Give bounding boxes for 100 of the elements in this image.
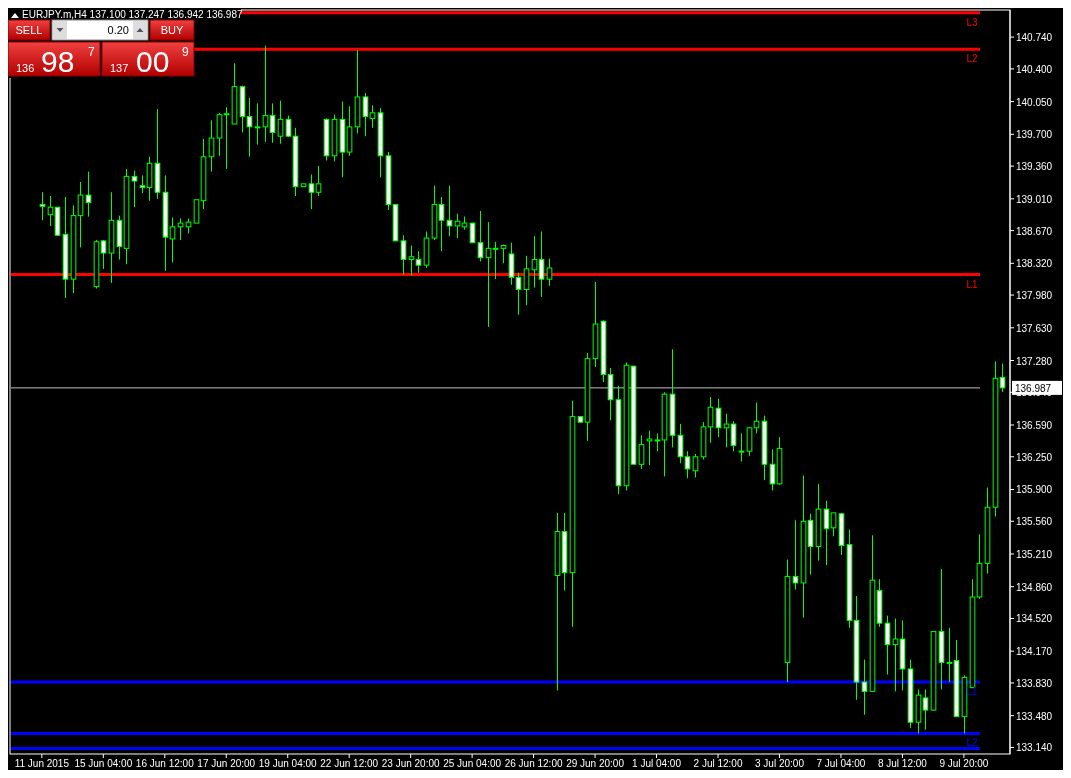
candlestick: [723, 413, 730, 448]
candlestick: [861, 659, 868, 716]
candlestick: [769, 448, 776, 491]
ref-line-label: L2: [966, 53, 978, 65]
candlestick: [39, 191, 46, 221]
ref-line-label: L1: [966, 686, 978, 698]
candlestick: [77, 181, 84, 248]
text: 136: [16, 62, 35, 74]
candlestick: [546, 258, 553, 287]
candlestick: [823, 500, 830, 566]
y-tick-label: 139.700: [1016, 129, 1053, 141]
x-tick-label: 29 Jun 20:00: [566, 758, 625, 769]
candlestick: [454, 213, 461, 239]
annotation: 9: [182, 45, 189, 59]
x-tick-label: 3 Jul 20:00: [755, 758, 805, 769]
y-tick-label: 134.860: [1016, 581, 1053, 593]
y-tick-label: 133.830: [1016, 677, 1053, 689]
x-tick-label: 1 Jul 04:00: [632, 758, 682, 769]
candlestick: [369, 104, 376, 129]
y-tick-label: 140.740: [1016, 32, 1053, 44]
y-tick-label: 134.170: [1016, 646, 1053, 658]
x-tick-label: 22 Jun 12:00: [320, 758, 379, 769]
x-tick-label: 7 Jul 04:00: [816, 758, 866, 769]
candlestick: [85, 171, 92, 218]
x-tick-label: 26 Jun 12:00: [504, 758, 563, 769]
annotation: 0.20: [107, 24, 129, 36]
candlestick: [707, 396, 714, 444]
ref-line-label: L1: [966, 278, 978, 290]
y-tick-label: 137.630: [1016, 322, 1053, 334]
x-tick-label: 8 Jul 12:00: [877, 758, 928, 769]
x-tick-label: 2 Jul 12:00: [693, 758, 743, 769]
candlestick: [177, 217, 184, 241]
y-tick-label: 134.520: [1016, 613, 1053, 625]
candlestick: [193, 199, 200, 224]
y-tick-label: 137.280: [1016, 355, 1053, 367]
ref-line-label: L3: [966, 16, 978, 28]
candlestick: [223, 106, 230, 170]
candlestick: [884, 615, 891, 676]
x-tick-label: 19 Jun 04:00: [258, 758, 318, 769]
y-tick-label: 139.360: [1016, 161, 1053, 173]
annotation: 137: [110, 62, 129, 74]
candlestick: [999, 363, 1006, 393]
candlestick: [684, 450, 691, 479]
candlestick: [508, 242, 515, 286]
candlestick: [208, 119, 215, 173]
candlestick: [169, 217, 176, 263]
x-tick-label: 17 Jun 20:00: [197, 758, 256, 769]
y-tick-label: 136.590: [1016, 419, 1053, 431]
candlestick: [538, 231, 545, 298]
candlestick: [730, 420, 737, 452]
candlestick: [315, 165, 322, 197]
candlestick: [892, 617, 899, 692]
y-tick-label: 137.980: [1016, 290, 1053, 302]
x-tick-label: 23 Jun 20:00: [381, 758, 441, 769]
y-tick-label: 135.900: [1016, 484, 1053, 496]
candlestick: [415, 250, 422, 274]
x-tick-label: 25 Jun 04:00: [443, 758, 502, 769]
candlestick: [638, 434, 645, 470]
ref-line-label: L2: [966, 737, 978, 749]
candlestick: [277, 100, 284, 145]
x-tick-label: 16 Jun 12:00: [135, 758, 195, 769]
y-tick-label: 136.250: [1016, 451, 1053, 463]
y-tick-label: 135.560: [1016, 516, 1053, 528]
x-tick-label: 15 Jun 04:00: [74, 758, 133, 769]
candlestick: [254, 102, 261, 146]
x-tick-label: 11 Jun 2015: [14, 758, 70, 769]
candlestick: [523, 255, 530, 306]
candlestick: [646, 430, 653, 466]
candlestick: [738, 432, 745, 462]
candlestick: [308, 174, 315, 210]
candlestick: [792, 519, 799, 590]
candlestick: [100, 239, 107, 270]
y-tick-label: 140.050: [1016, 96, 1053, 108]
candlestick: [492, 241, 499, 280]
text: 136.987: [1015, 382, 1052, 394]
y-tick-label: 135.210: [1016, 548, 1053, 560]
y-tick-label: 133.480: [1016, 710, 1053, 722]
y-tick-label: 139.010: [1016, 193, 1053, 205]
candlestick: [400, 234, 407, 276]
candlestick: [922, 689, 929, 731]
annotation: 98: [41, 45, 75, 78]
candlestick: [446, 185, 453, 237]
candlestick: [362, 92, 369, 137]
candlestick: [131, 170, 138, 208]
candlestick: [746, 426, 753, 457]
candlestick: [946, 627, 953, 683]
y-tick-label: 138.670: [1016, 225, 1053, 237]
x-tick-label: 9 Jul 20:00: [939, 758, 989, 769]
candlestick: [269, 102, 276, 144]
y-tick-label: 138.320: [1016, 258, 1053, 270]
candlestick: [216, 112, 223, 157]
y-tick-label: 140.400: [1016, 63, 1053, 75]
annotation: BUY: [160, 24, 184, 36]
candlestick: [469, 222, 476, 244]
annotation: SELL: [15, 24, 43, 36]
chart-title: EURJPY.m,H4 137.100 137.247 136.942 136.987: [22, 9, 243, 20]
annotation: 7: [88, 45, 95, 59]
y-tick-label: 133.140: [1016, 742, 1053, 754]
annotation: 00: [136, 45, 170, 78]
candlestick: [408, 245, 415, 276]
